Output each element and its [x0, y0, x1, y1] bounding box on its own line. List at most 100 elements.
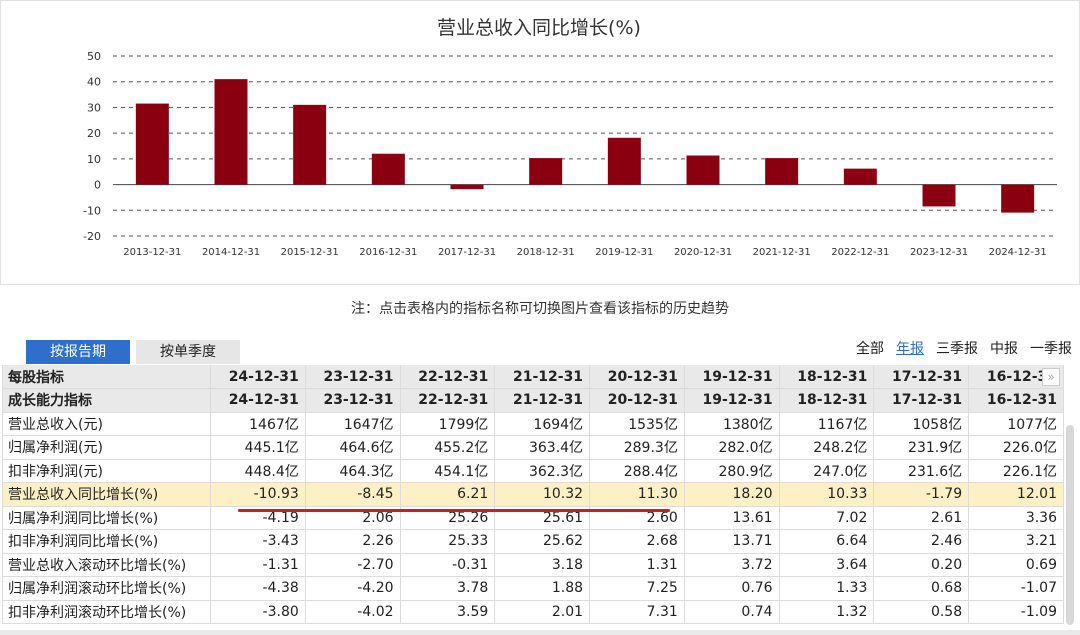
period-filter: 全部 年报 三季报 中报 一季报: [856, 338, 1072, 358]
table-row: 扣非净利润滚动环比增长(%) -3.80 -4.02 3.59 2.01 7.31 0.74…: [2, 599, 1064, 624]
table-cell: 17-12-31: [873, 388, 970, 413]
indicator-name[interactable]: 扣非净利润滚动环比增长(%): [2, 599, 211, 624]
x-tick-label: 2021-12-31: [753, 247, 811, 258]
table-cell: 21-12-31: [494, 388, 591, 413]
indicator-name[interactable]: 归属净利润同比增长(%): [2, 505, 211, 530]
table-cell: -0.31: [399, 552, 496, 577]
table-cell: 1799亿: [399, 411, 496, 436]
report-tabs: 按报告期 按单季度: [26, 340, 240, 364]
table-cell: 6.21: [399, 482, 496, 507]
indicator-name[interactable]: 归属净利润滚动环比增长(%): [2, 576, 211, 601]
period-filter-all[interactable]: 全部: [856, 341, 884, 357]
table-cell: 289.3亿: [589, 435, 685, 460]
table-cell: 2.61: [873, 505, 970, 530]
bar-chart: 营业总收入同比增长(%) 50 40 30 20 10 0 -10 -20 2013-12-31 2…: [83, 17, 1057, 258]
period-filter-annual[interactable]: 年报: [896, 341, 924, 357]
table-cell: 23-12-31: [304, 365, 401, 389]
vertical-scrollbar[interactable]: [1066, 425, 1074, 625]
period-filter-q1[interactable]: 一季报: [1030, 341, 1072, 357]
x-tick-label: 2014-12-31: [202, 247, 260, 258]
table-cell: 226.0亿: [968, 435, 1064, 460]
table-cell: 17-12-31: [873, 365, 970, 389]
table-cell: 1058亿: [873, 411, 970, 436]
table-cell: 10.32: [494, 482, 591, 507]
table-cell: 1467亿: [210, 411, 306, 436]
table-cell: 0.69: [968, 552, 1064, 577]
indicator-name[interactable]: 营业总收入滚动环比增长(%): [2, 552, 211, 577]
table-cell: 1077亿: [968, 411, 1064, 436]
tab-by-report-period[interactable]: 按报告期: [26, 340, 130, 364]
table-cell: 20-12-31: [589, 365, 685, 389]
table-cell: 247.0亿: [778, 458, 875, 483]
table-cell: 24-12-31: [210, 388, 306, 413]
table-cell: -4.02: [304, 599, 401, 624]
bar: [765, 158, 799, 185]
table-cell: 280.9亿: [683, 458, 780, 483]
indicator-name[interactable]: 扣非净利润同比增长(%): [2, 529, 211, 554]
bar: [293, 104, 327, 185]
indicator-table-wrapper: 每股指标 24-12-31 23-12-31 22-12-31 21-12-31 20-1…: [2, 365, 1064, 624]
table-cell: 19-12-31: [683, 388, 780, 413]
table-cell: 1167亿: [778, 411, 875, 436]
period-filter-interim[interactable]: 中报: [990, 341, 1018, 357]
x-tick-label: 2022-12-31: [831, 247, 889, 258]
chart-title: 营业总收入同比增长(%): [437, 17, 641, 39]
table-cell: 0.76: [683, 576, 780, 601]
table-cell: 7.25: [589, 576, 685, 601]
table-cell: 454.1亿: [399, 458, 496, 483]
bar: [371, 153, 405, 185]
table-cell: 16-12-31: [968, 388, 1064, 413]
indicator-name[interactable]: 营业总收入同比增长(%): [2, 482, 211, 507]
table-header-row: 每股指标 24-12-31 23-12-31 22-12-31 21-12-31 20-1…: [2, 365, 1064, 389]
table-cell: 2.46: [873, 529, 970, 554]
table-cell: 231.9亿: [873, 435, 970, 460]
indicator-name[interactable]: 归属净利润(元): [2, 435, 211, 460]
x-tick-label: 2024-12-31: [989, 247, 1047, 258]
table-cell: 7.31: [589, 599, 685, 624]
next-columns-arrow-icon[interactable]: »: [1042, 368, 1060, 386]
table-row: 营业总收入滚动环比增长(%) -1.31 -2.70 -0.31 3.18 1.31 3.7…: [2, 552, 1064, 577]
table-cell: 448.4亿: [210, 458, 306, 483]
bar: [135, 103, 169, 185]
table-row: 扣非净利润同比增长(%) -3.43 2.26 25.33 25.62 2.68 13.71…: [2, 529, 1064, 554]
table-cell: 1.88: [494, 576, 591, 601]
x-tick-label: 2023-12-31: [910, 247, 968, 258]
indicator-name[interactable]: 营业总收入(元): [2, 411, 211, 436]
bar: [607, 137, 641, 185]
table-cell: 23-12-31: [304, 388, 401, 413]
table-cell: 3.36: [968, 505, 1064, 530]
bar: [529, 158, 563, 185]
table-cell: 7.02: [778, 505, 875, 530]
table-cell: 1380亿: [683, 411, 780, 436]
y-tick-label: 50: [87, 50, 101, 63]
table-cell: 226.1亿: [968, 458, 1064, 483]
table-cell: 6.64: [778, 529, 875, 554]
table-cell: 362.3亿: [494, 458, 591, 483]
table-cell: 16-12-31: [968, 365, 1064, 389]
table-cell: 464.6亿: [304, 435, 401, 460]
table-cell: -3.43: [210, 529, 306, 554]
table-cell: 1.31: [589, 552, 685, 577]
x-tick-label: 2019-12-31: [595, 247, 653, 258]
table-cell: 11.30: [589, 482, 685, 507]
indicator-name[interactable]: 扣非净利润(元): [2, 458, 211, 483]
table-cell: 2.01: [494, 599, 591, 624]
table-cell: 18-12-31: [778, 388, 875, 413]
period-filter-q3[interactable]: 三季报: [936, 341, 978, 357]
bar: [686, 155, 720, 185]
x-tick-label: 2015-12-31: [281, 247, 339, 258]
table-cell: 18-12-31: [778, 365, 875, 389]
table-cell: 282.0亿: [683, 435, 780, 460]
table-cell: -1.79: [873, 482, 970, 507]
table-cell: 13.71: [683, 529, 780, 554]
y-tick-label: 10: [87, 153, 101, 166]
x-tick-label: 2017-12-31: [438, 247, 496, 258]
table-cell: 0.74: [683, 599, 780, 624]
table-cell: 21-12-31: [494, 365, 591, 389]
table-row: 营业总收入(元) 1467亿 1647亿 1799亿 1694亿 1535亿 1380亿 11…: [2, 411, 1064, 436]
table-cell: 3.21: [968, 529, 1064, 554]
table-cell: 24-12-31: [210, 365, 306, 389]
y-tick-label: 40: [87, 76, 101, 89]
tab-by-single-quarter[interactable]: 按单季度: [136, 340, 240, 364]
table-cell: 3.59: [399, 599, 496, 624]
